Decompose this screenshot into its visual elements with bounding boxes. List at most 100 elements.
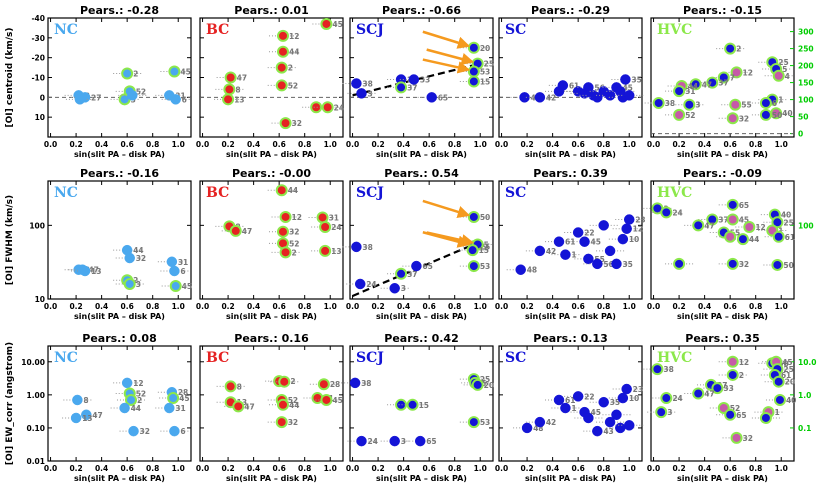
data-point <box>604 416 616 428</box>
point-label: 1 <box>571 251 576 260</box>
panel-frame <box>199 345 344 462</box>
point-label: 1 <box>571 404 576 413</box>
x-tick-label: 0.0 <box>647 464 660 473</box>
x-axis-label: sin(slit PA – disk PA) <box>376 150 467 159</box>
x-tick-label: 0.0 <box>44 302 57 311</box>
point-label: 42 <box>546 418 556 427</box>
y-tick-label: -30 <box>31 34 45 43</box>
point-label: 1 <box>774 408 779 417</box>
panel-pears-title: Pears.: -0.09 <box>683 167 762 180</box>
point-label: 45 <box>332 20 342 29</box>
x-tick-label: 0.8 <box>146 464 159 473</box>
panel-frame <box>498 180 643 300</box>
data-point <box>316 211 329 224</box>
panel-frame <box>47 345 192 462</box>
data-point <box>279 246 292 259</box>
panel-pears-title: Pears.: 0.42 <box>384 332 458 345</box>
panel-pears-title: Pears.: -0.29 <box>531 4 610 17</box>
x-tick-label: 0.6 <box>121 140 134 149</box>
data-point <box>726 257 739 270</box>
x-tick-label: 0.8 <box>448 302 461 311</box>
point-label: 50 <box>783 261 793 270</box>
panel-pears-title: Pears.: 0.54 <box>384 167 459 180</box>
hvc-right-tick-label: 100 <box>798 96 814 105</box>
x-tick-label: 0.0 <box>196 464 209 473</box>
row-ylabel: [OI] EW_corr (angstrom) <box>5 342 15 465</box>
data-point <box>124 393 137 406</box>
data-point <box>467 210 480 223</box>
data-point <box>351 241 362 253</box>
point-label: 50 <box>778 359 788 368</box>
point-label: 61 <box>785 233 795 242</box>
panel-frame <box>199 180 344 300</box>
data-point <box>617 233 629 245</box>
point-label: 13 <box>234 95 244 104</box>
point-label: 3 <box>667 408 672 417</box>
panel-frame <box>498 345 643 462</box>
data-point <box>467 75 480 88</box>
x-axis-label: sin(slit PA – disk PA) <box>677 150 768 159</box>
data-point <box>276 45 289 58</box>
point-label: 38 <box>663 365 673 374</box>
x-axis-label: sin(slit PA – disk PA) <box>226 150 317 159</box>
panel-component-label: BC <box>206 185 229 201</box>
data-point <box>414 435 426 447</box>
data-point <box>772 230 785 243</box>
data-point <box>521 422 533 434</box>
data-point <box>275 416 288 429</box>
data-point <box>229 224 242 237</box>
point-label: 24 <box>331 223 341 232</box>
point-label: 52 <box>289 239 299 248</box>
x-tick-label: 0.4 <box>546 464 559 473</box>
point-label: 15 <box>479 246 489 255</box>
data-point <box>724 42 737 55</box>
data-point <box>621 223 632 234</box>
panel-component-label: NC <box>54 185 78 201</box>
data-point <box>717 71 730 84</box>
point-label: 45 <box>622 83 632 92</box>
point-label: 53 <box>480 68 490 77</box>
point-label: 7 <box>730 74 735 83</box>
y-tick-label: 1.00 <box>26 391 45 400</box>
x-tick-label: 0.0 <box>495 140 508 149</box>
x-tick-label: 1.0 <box>623 464 636 473</box>
data-point <box>730 66 743 79</box>
panel-pears-title: Pears.: 0.39 <box>533 167 607 180</box>
data-point <box>604 90 616 101</box>
data-point <box>689 78 702 91</box>
data-point <box>356 88 367 99</box>
x-tick-label: 0.4 <box>397 302 410 311</box>
x-tick-label: 0.8 <box>448 464 461 473</box>
point-label: 47 <box>92 411 102 420</box>
x-tick-label: 0.6 <box>724 464 737 473</box>
point-label: 4 <box>785 72 790 81</box>
point-label: 2 <box>133 276 138 285</box>
point-label: 3 <box>401 437 406 446</box>
x-tick-label: 0.6 <box>423 140 436 149</box>
data-point <box>592 258 603 270</box>
data-point <box>467 260 480 273</box>
x-tick-label: 0.0 <box>196 140 209 149</box>
data-point <box>598 220 609 231</box>
point-label: 55 <box>730 228 740 237</box>
point-label: 15 <box>419 401 429 410</box>
point-label: 38 <box>362 79 372 88</box>
point-label: 52 <box>288 81 298 90</box>
x-tick-label: 0.2 <box>371 302 384 311</box>
x-tick-label: 0.6 <box>572 464 585 473</box>
point-label: 47 <box>244 402 254 411</box>
data-point <box>164 402 175 414</box>
data-point <box>623 420 635 431</box>
x-tick-label: 0.0 <box>495 464 508 473</box>
point-label: 28 <box>178 388 188 397</box>
x-tick-label: 0.8 <box>749 302 762 311</box>
panel-component-label: BC <box>206 350 229 366</box>
data-point <box>279 210 292 223</box>
data-point <box>395 398 408 411</box>
data-point <box>553 236 565 247</box>
panel-pears-title: Pears.: -0.00 <box>232 167 311 180</box>
x-axis-label: sin(slit PA – disk PA) <box>74 150 165 159</box>
point-label: 42 <box>546 247 556 256</box>
point-label: 24 <box>672 394 682 403</box>
data-point <box>655 406 668 419</box>
